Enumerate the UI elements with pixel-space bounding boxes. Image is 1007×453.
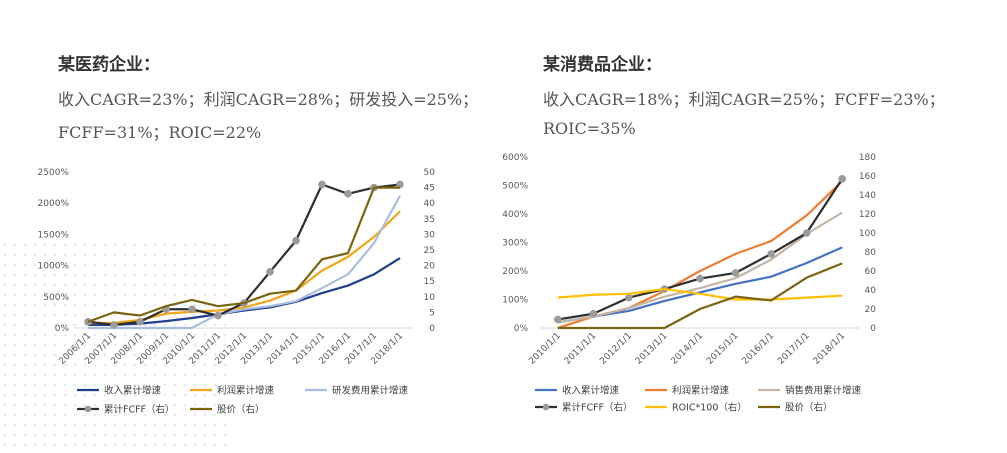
series-marker — [767, 250, 775, 258]
series-marker — [188, 305, 196, 314]
y-right-tick-label: 120 — [859, 210, 876, 220]
series-line-4 — [557, 287, 843, 301]
legend-label: 利润累计增速 — [672, 385, 730, 397]
y-right-tick-label: 20 — [424, 262, 436, 272]
y-right-tick-label: 0 — [429, 324, 435, 334]
y-left-tick-label: 200% — [502, 267, 528, 277]
y-right-tick-label: 20 — [865, 305, 877, 315]
series-marker — [344, 190, 352, 198]
x-tick-label: 2011/1/1 — [563, 331, 599, 367]
y-right-tick-label: 15 — [424, 277, 435, 287]
y-left-tick-label: 500% — [502, 182, 528, 192]
legend-label: 收入累计增速 — [562, 385, 620, 397]
series-marker — [802, 229, 811, 237]
y-left-tick-label: 300% — [502, 239, 528, 249]
series-line-2 — [557, 211, 843, 324]
pharma-line-chart: 0% 500% 1000% 1500% 2000% 2500% 0 5 10 15 20 25 30 35… — [38, 168, 436, 416]
legend-label: 累计FCFF（右） — [562, 402, 633, 414]
legend-label: 销售费用累计增速 — [785, 385, 862, 397]
y-left-tick-label: 400% — [502, 210, 528, 220]
legend-label: 累计FCFF（右） — [104, 404, 175, 416]
legend-label: 收入累计增速 — [104, 385, 162, 397]
series-line-4 — [87, 186, 400, 323]
y-right-tick-label: 60 — [865, 267, 877, 277]
series-marker — [553, 315, 562, 324]
y-left-tick-label: 0% — [55, 324, 70, 334]
series-marker — [110, 321, 118, 329]
panel-metrics-line-2: FCFF=31%；ROIC=22% — [58, 123, 262, 142]
panel-metrics-line-1: 收入CAGR=18%；利润CAGR=25%；FCFF=23%； — [543, 90, 945, 109]
x-tick-label: 2015/1/1 — [705, 331, 741, 367]
series-marker — [266, 268, 274, 276]
x-tick-label: 2016/1/1 — [741, 331, 777, 367]
series-marker — [318, 180, 326, 189]
y-right-tick-label: 35 — [424, 215, 435, 225]
series-marker — [625, 293, 633, 302]
legend-label: 股价（右） — [217, 404, 265, 416]
panel-pharma: 某医药企业： 收入CAGR=23%；利润CAGR=28%；研发投入=25%； F… — [38, 0, 535, 453]
legend-label: 研发费用累计增速 — [332, 385, 409, 397]
panel-consumer: 某消费品企业： 收入CAGR=18%；利润CAGR=25%；FCFF=23%； … — [502, 0, 1007, 453]
series-marker — [838, 175, 847, 183]
y-right-tick-label: 10 — [424, 293, 436, 303]
decorative-dot-pattern — [0, 240, 230, 453]
legend-label: 利润累计增速 — [217, 385, 275, 397]
y-left-tick-label: 500% — [43, 293, 69, 303]
panel-metrics-line-2: ROIC=35% — [543, 119, 636, 138]
series-line-1 — [557, 180, 843, 330]
y-left-tick-label: 1000% — [38, 262, 70, 272]
y-left-tick-label: 2500% — [38, 168, 70, 178]
y-right-tick-label: 40 — [424, 199, 436, 209]
x-tick-label: 2017/1/1 — [776, 331, 812, 367]
y-right-tick-label: 80 — [865, 248, 877, 258]
y-left-tick-label: 1500% — [38, 230, 70, 240]
x-tick-label: 2018/1/1 — [812, 331, 848, 367]
y-left-tick-label: 0% — [514, 324, 529, 334]
legend-label: ROIC*100（右） — [672, 402, 747, 414]
y-right-tick-label: 160 — [859, 172, 876, 182]
y-right-tick-label: 100 — [859, 229, 876, 239]
y-right-tick-label: 25 — [424, 246, 435, 256]
series-line-5 — [557, 262, 843, 330]
series-line-2 — [88, 195, 401, 330]
panel-metrics-line-1: 收入CAGR=23%；利润CAGR=28%；研发投入=25%； — [58, 90, 479, 109]
series-marker — [292, 236, 300, 245]
series-marker — [136, 317, 144, 326]
series-marker — [589, 309, 598, 318]
panel-title: 某医药企业： — [58, 55, 160, 75]
consumer-line-chart: 0% 100% 200% 300% 400% 500% 600% 0 20 40 60 80 100 12… — [502, 153, 877, 414]
y-right-tick-label: 50 — [424, 168, 436, 178]
legend-label: 股价（右） — [785, 402, 833, 414]
y-left-tick-label: 100% — [502, 296, 528, 306]
series-marker — [731, 269, 740, 277]
y-right-tick-label: 0 — [870, 324, 876, 334]
y-right-tick-label: 140 — [859, 191, 876, 201]
y-right-tick-label: 40 — [865, 286, 877, 296]
y-left-tick-label: 2000% — [38, 199, 70, 209]
x-tick-label: 2014/1/1 — [669, 331, 705, 367]
legend-marker — [542, 403, 550, 411]
series-marker — [214, 311, 222, 320]
y-right-tick-label: 5 — [429, 308, 435, 318]
series-marker — [696, 274, 704, 283]
y-right-tick-label: 30 — [424, 230, 436, 240]
x-tick-label: 2012/1/1 — [598, 331, 634, 367]
x-tick-label: 2013/1/1 — [634, 331, 670, 367]
panel-title: 某消费品企业： — [543, 55, 662, 75]
legend-marker — [84, 405, 92, 413]
y-right-tick-label: 180 — [859, 153, 876, 163]
y-right-tick-label: 45 — [424, 184, 435, 194]
y-left-tick-label: 600% — [502, 153, 528, 163]
